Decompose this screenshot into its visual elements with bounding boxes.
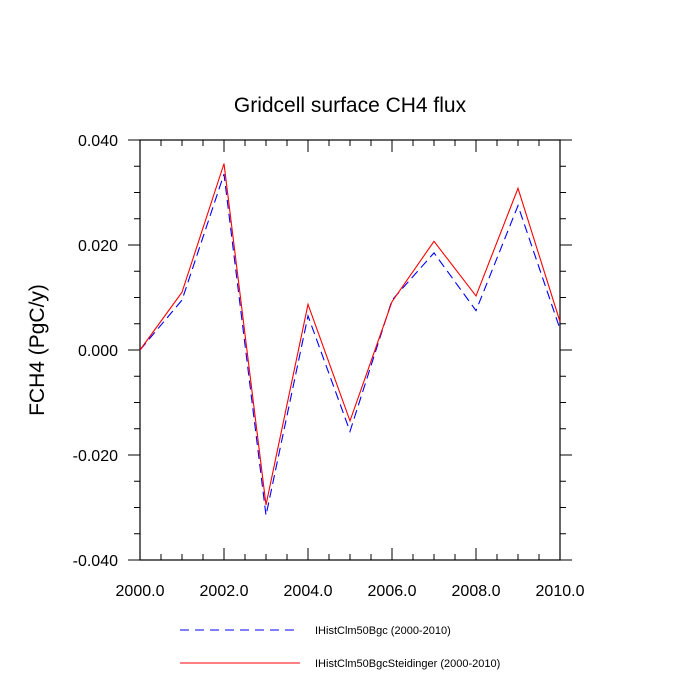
y-tick-label: -0.020 [73,448,118,465]
legend-label-1: IHistClm50Bgc (2000-2010) [315,625,451,637]
y-tick-label: 0.040 [78,133,118,150]
chart-title: Gridcell surface CH4 flux [234,94,467,117]
series-line-1 [139,173,561,516]
y-axis-label: FCH4 (PgC/y) [26,284,49,416]
plot-series [139,163,561,516]
x-tick-label: 2002.0 [200,583,249,600]
plot-frame [139,139,561,561]
y-tick-label: -0.040 [73,553,118,570]
x-tick-label: 2006.0 [368,583,417,600]
y-tick-label: 0.000 [78,343,118,360]
legend: IHistClm50Bgc (2000-2010) IHistClm50BgcSt… [180,625,500,670]
series-line-2 [139,163,561,505]
legend-label-2: IHistClm50BgcSteidinger (2000-2010) [315,658,500,670]
x-tick-label: 2010.0 [536,583,585,600]
x-tick-label: 2000.0 [116,583,165,600]
x-tick-label: 2004.0 [284,583,333,600]
y-tick-label: 0.020 [78,238,118,255]
x-tick-label: 2008.0 [452,583,501,600]
plot-axes: 2000.0 2002.0 2004.0 2006.0 2008.0 2010.0 -0.0… [73,133,585,600]
